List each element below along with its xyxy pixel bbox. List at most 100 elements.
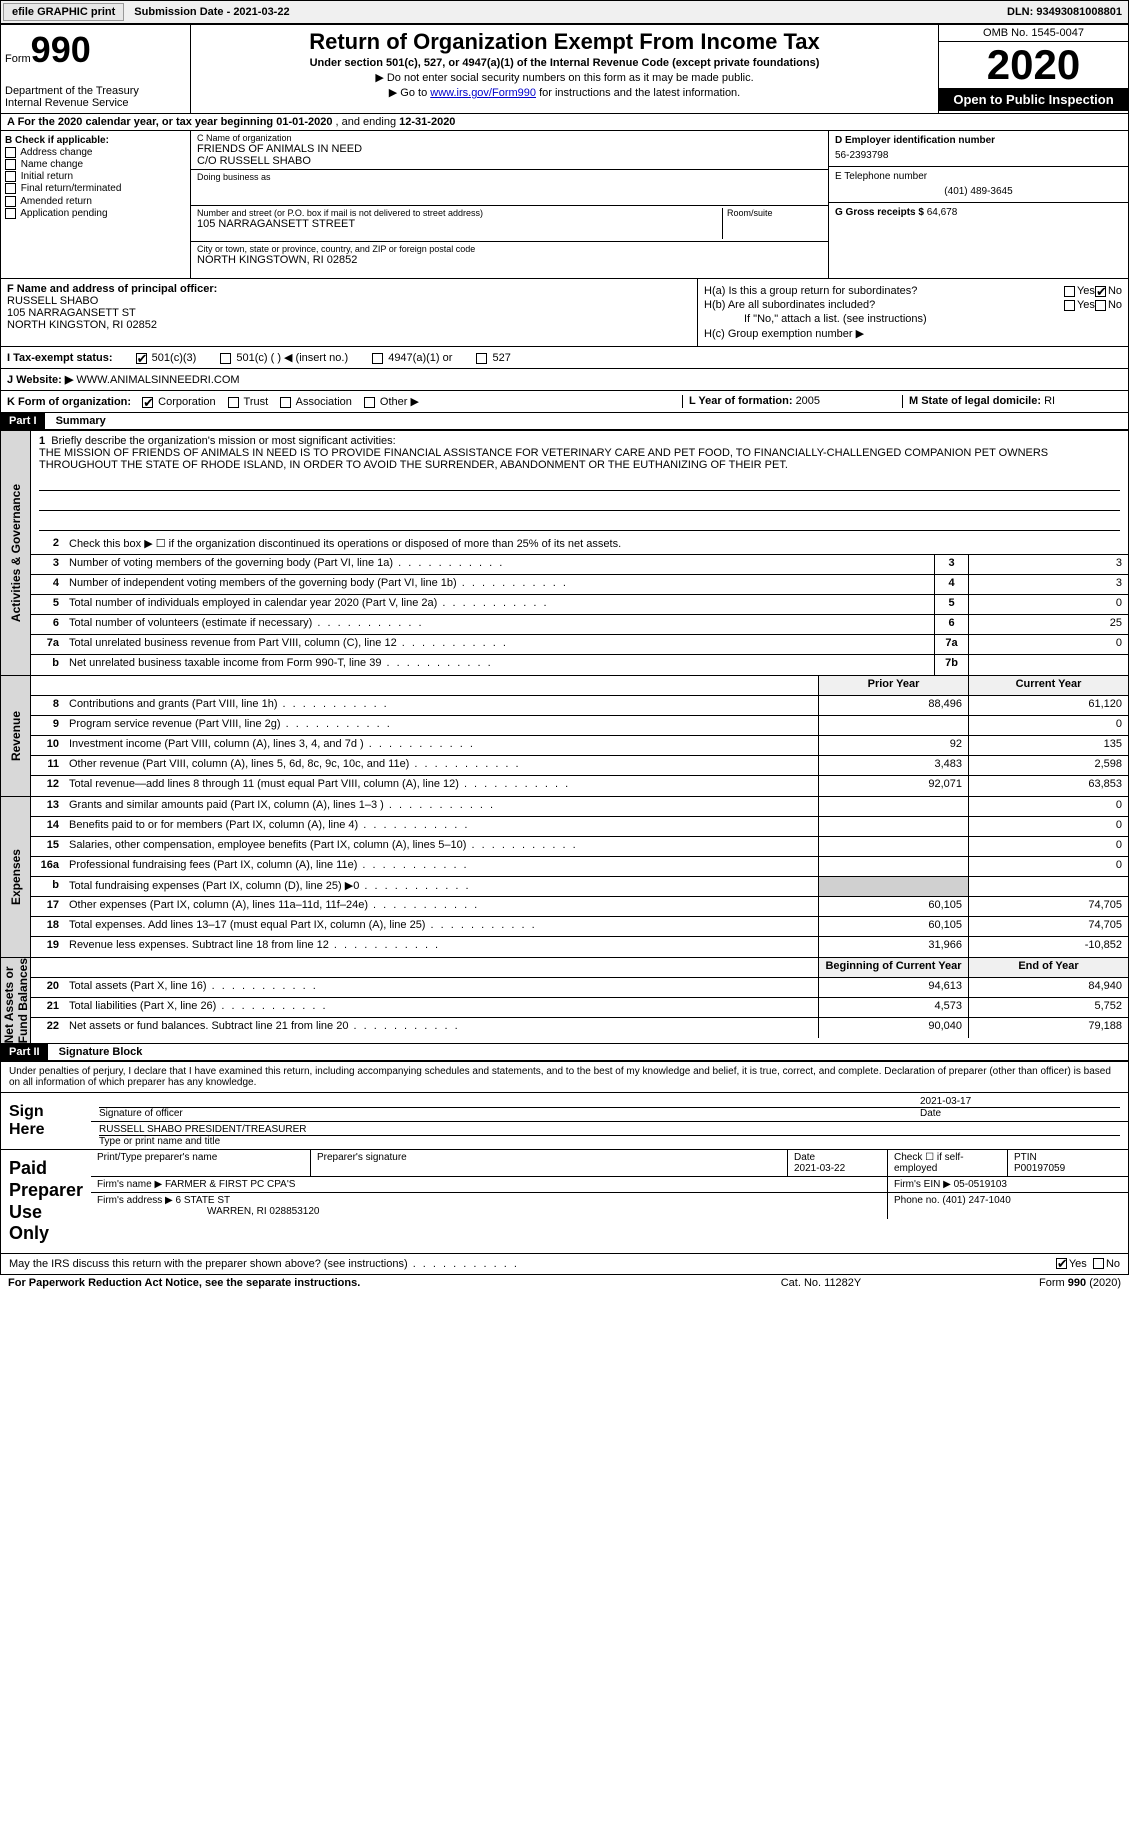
col-f: F Name and address of principal officer:…: [1, 279, 698, 346]
org-form-2[interactable]: Association: [280, 396, 352, 408]
header: Form990 Department of the Treasury Inter…: [0, 24, 1129, 114]
hb-yes[interactable]: [1064, 300, 1075, 311]
footer-left: For Paperwork Reduction Act Notice, see …: [8, 1277, 721, 1289]
line-14: 14Benefits paid to or for members (Part …: [31, 817, 1128, 837]
col-h: H(a) Is this a group return for subordin…: [698, 279, 1128, 346]
section-fh: F Name and address of principal officer:…: [0, 279, 1129, 347]
part1: Part I Summary: [0, 413, 1129, 431]
subtitle-3: ▶ Go to www.irs.gov/Form990 for instruct…: [195, 86, 934, 99]
year-cell: OMB No. 1545-0047 2020 Open to Public In…: [938, 25, 1128, 113]
row-k: K Form of organization: Corporation Trus…: [0, 391, 1129, 413]
line-21: 21Total liabilities (Part X, line 26)4,5…: [31, 998, 1128, 1018]
sign-here-label: Sign Here: [1, 1093, 91, 1149]
discuss-yes[interactable]: [1056, 1258, 1067, 1269]
tax-status-3[interactable]: 527: [476, 352, 510, 364]
line-9: 9Program service revenue (Part VIII, lin…: [31, 716, 1128, 736]
vtab-governance: Activities & Governance: [1, 431, 31, 675]
irs-link[interactable]: www.irs.gov/Form990: [430, 87, 536, 99]
part2-title: Signature Block: [51, 1044, 151, 1060]
city-row: City or town, state or province, country…: [191, 242, 828, 278]
section-bcd: B Check if applicable: Address change Na…: [0, 131, 1129, 279]
discuss-no[interactable]: [1093, 1258, 1104, 1269]
tax-status-2[interactable]: 4947(a)(1) or: [372, 352, 452, 364]
col-b-header: B Check if applicable:: [5, 135, 186, 146]
sig-intro: Under penalties of perjury, I declare th…: [1, 1062, 1128, 1092]
dba-row: Doing business as: [191, 170, 828, 206]
row-i: I Tax-exempt status: 501(c)(3) 501(c) ( …: [0, 347, 1129, 369]
line-3: 3Number of voting members of the governi…: [31, 555, 1128, 575]
org-name-row: C Name of organization FRIENDS OF ANIMAL…: [191, 131, 828, 170]
line-18: 18Total expenses. Add lines 13–17 (must …: [31, 917, 1128, 937]
col-c: C Name of organization FRIENDS OF ANIMAL…: [191, 131, 828, 278]
checkbox-name-change[interactable]: Name change: [5, 159, 186, 170]
omb: OMB No. 1545-0047: [939, 25, 1128, 42]
netassets-block: Net Assets or Fund Balances Beginning of…: [0, 958, 1129, 1044]
col-b: B Check if applicable: Address change Na…: [1, 131, 191, 278]
footer-mid: Cat. No. 11282Y: [721, 1277, 921, 1289]
line-b: bTotal fundraising expenses (Part IX, co…: [31, 877, 1128, 897]
org-form-1[interactable]: Trust: [228, 396, 269, 408]
ha-no[interactable]: [1095, 286, 1106, 297]
vtab-netassets: Net Assets or Fund Balances: [1, 958, 31, 1043]
form-cell: Form990 Department of the Treasury Inter…: [1, 25, 191, 113]
gross-row: G Gross receipts $ 64,678: [829, 203, 1128, 239]
signature-block: Under penalties of perjury, I declare th…: [0, 1062, 1129, 1253]
ha-yes[interactable]: [1064, 286, 1075, 297]
paid-preparer-label: Paid Preparer Use Only: [1, 1150, 91, 1252]
line-12: 12Total revenue—add lines 8 through 11 (…: [31, 776, 1128, 796]
tax-status-0[interactable]: 501(c)(3): [136, 352, 197, 364]
ein-row: D Employer identification number 56-2393…: [829, 131, 1128, 167]
vtab-expenses: Expenses: [1, 797, 31, 957]
vtab-revenue: Revenue: [1, 676, 31, 796]
line-6: 6Total number of volunteers (estimate if…: [31, 615, 1128, 635]
line-1: 1 Briefly describe the organization's mi…: [31, 431, 1128, 535]
row-j: J Website: ▶ WWW.ANIMALSINNEEDRI.COM: [0, 369, 1129, 391]
org-form-0[interactable]: Corporation: [142, 396, 216, 408]
street-row: Number and street (or P.O. box if mail i…: [191, 206, 828, 242]
line-b: bNet unrelated business taxable income f…: [31, 655, 1128, 675]
checkbox-amended-return[interactable]: Amended return: [5, 196, 186, 207]
line-17: 17Other expenses (Part IX, column (A), l…: [31, 897, 1128, 917]
line-11: 11Other revenue (Part VIII, column (A), …: [31, 756, 1128, 776]
expenses-block: Expenses 13Grants and similar amounts pa…: [0, 797, 1129, 958]
line-5: 5Total number of individuals employed in…: [31, 595, 1128, 615]
topbar: efile GRAPHIC print Submission Date - 20…: [0, 0, 1129, 24]
line-2: 2Check this box ▶ ☐ if the organization …: [31, 535, 1128, 555]
checkbox-initial-return[interactable]: Initial return: [5, 171, 186, 182]
line-15: 15Salaries, other compensation, employee…: [31, 837, 1128, 857]
open-inspection: Open to Public Inspection: [939, 88, 1128, 111]
tax-status-1[interactable]: 501(c) ( ) ◀ (insert no.): [220, 352, 348, 364]
part1-hdr: Part I: [1, 413, 45, 429]
revenue-block: Revenue Prior Year Current Year 8Contrib…: [0, 676, 1129, 797]
checkbox-final-return-terminated[interactable]: Final return/terminated: [5, 183, 186, 194]
line-4: 4Number of independent voting members of…: [31, 575, 1128, 595]
form-label: Form: [5, 53, 31, 65]
org-form-3[interactable]: Other ▶: [364, 396, 419, 408]
checkbox-address-change[interactable]: Address change: [5, 147, 186, 158]
phone-row: E Telephone number (401) 489-3645: [829, 167, 1128, 203]
main-title: Return of Organization Exempt From Incom…: [195, 29, 934, 55]
checkbox-application-pending[interactable]: Application pending: [5, 208, 186, 219]
line-7a: 7aTotal unrelated business revenue from …: [31, 635, 1128, 655]
subtitle-1: Under section 501(c), 527, or 4947(a)(1)…: [195, 57, 934, 69]
hb-no[interactable]: [1095, 300, 1106, 311]
row-a: A For the 2020 calendar year, or tax yea…: [0, 114, 1129, 131]
col-d: D Employer identification number 56-2393…: [828, 131, 1128, 278]
part2-hdr: Part II: [1, 1044, 48, 1060]
line-20: 20Total assets (Part X, line 16)94,61384…: [31, 978, 1128, 998]
efile-btn[interactable]: efile GRAPHIC print: [3, 3, 124, 21]
dept: Department of the Treasury Internal Reve…: [5, 85, 186, 109]
line-8: 8Contributions and grants (Part VIII, li…: [31, 696, 1128, 716]
discuss-row: May the IRS discuss this return with the…: [0, 1254, 1129, 1275]
line-10: 10Investment income (Part VIII, column (…: [31, 736, 1128, 756]
form-number: 990: [31, 29, 91, 70]
line-16a: 16aProfessional fundraising fees (Part I…: [31, 857, 1128, 877]
footer-right: Form 990 (2020): [921, 1277, 1121, 1289]
na-header: Beginning of Current Year End of Year: [31, 958, 1128, 978]
title-cell: Return of Organization Exempt From Incom…: [191, 25, 938, 113]
subtitle-2: ▶ Do not enter social security numbers o…: [195, 71, 934, 84]
line-22: 22Net assets or fund balances. Subtract …: [31, 1018, 1128, 1038]
part2: Part II Signature Block: [0, 1044, 1129, 1062]
submission-date: Submission Date - 2021-03-22: [126, 6, 297, 18]
governance-block: Activities & Governance 1 Briefly descri…: [0, 431, 1129, 676]
